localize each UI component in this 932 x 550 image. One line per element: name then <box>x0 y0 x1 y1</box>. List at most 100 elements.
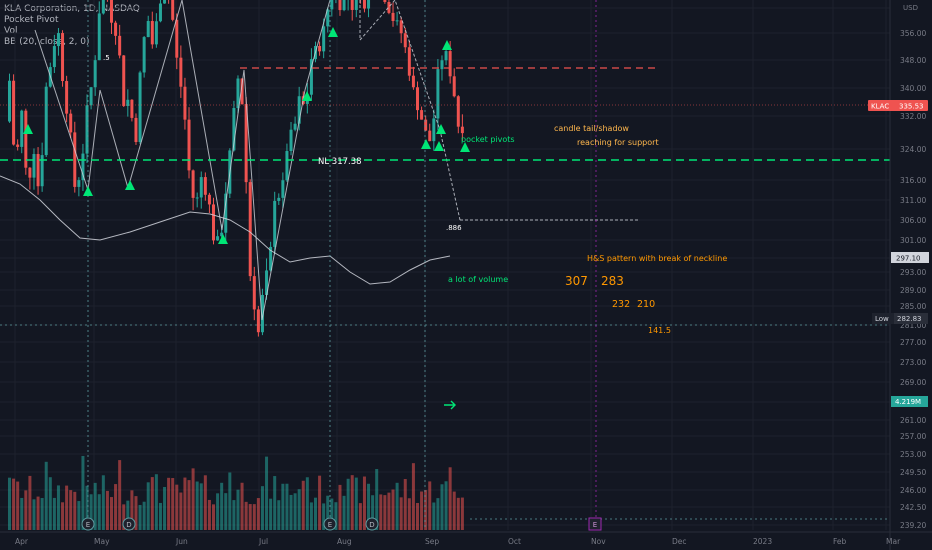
volume-bar-46 <box>195 481 199 530</box>
event-label-1: D <box>126 521 131 529</box>
price-tick-19: 257.00 <box>900 432 926 441</box>
volume-bar-85 <box>354 477 358 530</box>
candle-body-59 <box>248 182 252 277</box>
volume-bar-36 <box>154 474 158 530</box>
pocket-pivot-triangle-5 <box>328 27 338 37</box>
candle-body-45 <box>191 170 195 198</box>
candle-body-42 <box>179 57 183 87</box>
volume-bar-108 <box>448 467 452 530</box>
legend-bollinger: BB (20, close, 2, 0) <box>4 37 90 47</box>
volume-bar-77 <box>322 503 326 530</box>
candle-body-56 <box>236 78 240 109</box>
price-tick-12: 285.00 <box>900 302 926 311</box>
candle-body-48 <box>203 177 207 195</box>
candle-body-99 <box>411 75 415 88</box>
volume-bar-38 <box>163 486 167 530</box>
volume-bar-84 <box>350 475 354 530</box>
candle-body-37 <box>158 3 162 22</box>
volume-bar-50 <box>212 504 215 530</box>
candles <box>8 0 464 337</box>
legend-volume: Vol <box>4 26 18 36</box>
price-tick-24: 239.20 <box>900 521 926 530</box>
low-value-label: 282.83 <box>897 315 922 323</box>
volume-bar-60 <box>252 504 256 530</box>
price-tick-11: 289.00 <box>900 286 926 295</box>
volume-value-badge <box>891 396 928 407</box>
time-tick-4: Aug <box>337 537 352 546</box>
pocket-pivot-triangle-7 <box>434 141 444 151</box>
volume-bar-0 <box>8 477 11 530</box>
volume-bar-52 <box>220 482 224 530</box>
volume-bar-104 <box>432 502 436 530</box>
candle-body-7 <box>36 154 40 187</box>
candle-body-110 <box>456 96 460 127</box>
volume-bar-39 <box>167 477 171 530</box>
candle-body-102 <box>424 119 428 131</box>
price-tick-8: 301.00 <box>900 236 926 245</box>
candle-body-100 <box>416 87 419 111</box>
time-tick-9: 2023 <box>753 537 772 546</box>
candle-body-71 <box>297 96 301 124</box>
candle-body-70 <box>293 123 297 130</box>
pocket-pivot-triangle-4 <box>302 91 312 101</box>
volume-bar-18 <box>81 455 85 530</box>
volume-bar-22 <box>97 494 101 530</box>
volume-bar-15 <box>69 490 73 530</box>
volume-bar-21 <box>93 482 97 530</box>
volume-bar-98 <box>407 498 411 530</box>
time-tick-5: Sep <box>425 537 439 546</box>
candle-body-79 <box>330 0 334 10</box>
volume-bar-61 <box>256 498 260 530</box>
volume-bar-101 <box>420 491 424 530</box>
fib-5-label: .5 <box>103 54 110 62</box>
candle-body-57 <box>240 78 244 105</box>
volume-bar-1 <box>12 478 16 530</box>
volume-bar-81 <box>338 484 342 530</box>
volume-bar-6 <box>32 499 36 530</box>
price-tick-0: 356.00 <box>900 29 926 38</box>
volume-bar-9 <box>44 461 48 530</box>
volume-bar-31 <box>134 496 138 530</box>
event-marker-1 <box>122 517 136 531</box>
volume-bar-107 <box>444 481 448 530</box>
candle-body-104 <box>432 118 436 142</box>
candle-body-32 <box>138 72 142 143</box>
volume-bar-102 <box>424 490 428 530</box>
volume-bar-56 <box>236 489 240 530</box>
candle-body-3 <box>20 110 24 147</box>
candle-body-0 <box>8 80 11 122</box>
volume-bar-82 <box>342 495 346 530</box>
volume-bar-57 <box>240 482 244 530</box>
price-tick-16: 269.00 <box>900 378 926 387</box>
price-axis-bg <box>890 0 932 550</box>
volume-bar-66 <box>277 500 281 530</box>
volume-bar-29 <box>126 500 130 530</box>
candle-body-43 <box>183 86 187 120</box>
target-210-label: 210 <box>637 299 655 310</box>
candle-body-27 <box>118 35 122 56</box>
candle-body-1 <box>12 80 16 145</box>
volume-bar-4 <box>24 490 28 530</box>
time-tick-0: Apr <box>15 537 29 546</box>
volume-bar-53 <box>224 493 228 530</box>
candle-body-82 <box>342 0 346 11</box>
volume-bar-109 <box>452 491 456 530</box>
zigzag-left <box>34 0 331 321</box>
event-marker-2 <box>323 517 337 531</box>
target-307-label: 307 <box>565 274 588 288</box>
candle-body-38 <box>163 0 167 4</box>
candle-body-55 <box>232 108 236 151</box>
candle-body-9 <box>44 86 48 156</box>
candle-body-65 <box>273 200 277 247</box>
candle-body-88 <box>367 0 371 9</box>
price-tick-3: 332.00 <box>900 112 926 121</box>
volume-bar-41 <box>175 484 179 530</box>
candle-body-76 <box>318 46 322 52</box>
price-tick-23: 242.50 <box>900 503 926 512</box>
candle-body-31 <box>134 117 138 143</box>
volume-bar-30 <box>130 490 134 530</box>
volume-bar-106 <box>440 484 444 530</box>
volume-value-label: 4.219M <box>895 398 921 406</box>
